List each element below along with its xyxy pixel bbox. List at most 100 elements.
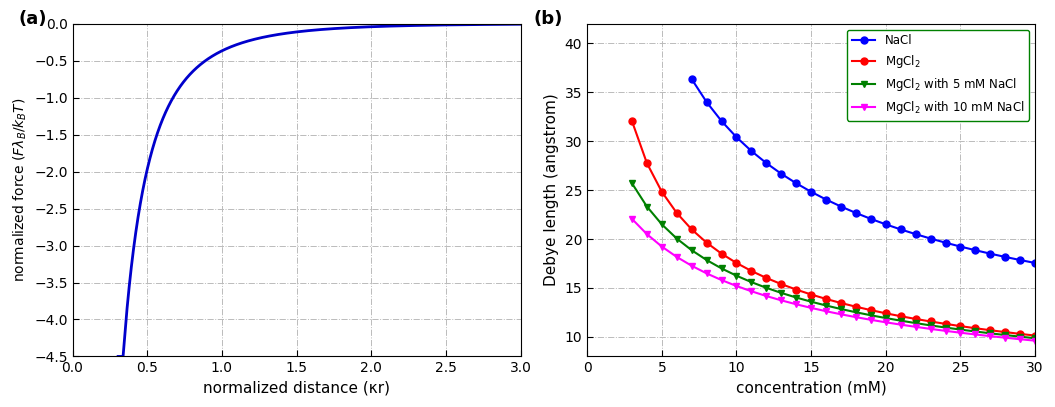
MgCl$_2$ with 5 mM NaCl	[835, 306, 847, 311]
MgCl$_2$ with 10 mM NaCl	[745, 289, 757, 294]
Text: (b): (b)	[534, 10, 562, 28]
MgCl$_2$	[820, 297, 832, 302]
MgCl$_2$	[790, 287, 803, 292]
MgCl$_2$	[895, 314, 907, 319]
MgCl$_2$	[849, 304, 862, 309]
MgCl$_2$ with 10 mM NaCl	[686, 263, 698, 268]
MgCl$_2$	[999, 330, 1012, 335]
MgCl$_2$ with 5 mM NaCl	[686, 248, 698, 253]
MgCl$_2$ with 10 mM NaCl	[984, 334, 997, 339]
MgCl$_2$ with 10 mM NaCl	[715, 278, 728, 282]
NaCl	[790, 181, 803, 186]
MgCl$_2$ with 5 mM NaCl	[805, 299, 818, 304]
MgCl$_2$ with 5 mM NaCl	[655, 222, 668, 227]
MgCl$_2$	[670, 210, 683, 215]
MgCl$_2$	[880, 311, 893, 316]
MgCl$_2$ with 5 mM NaCl	[715, 266, 728, 271]
MgCl$_2$	[745, 269, 757, 274]
MgCl$_2$ with 10 mM NaCl	[849, 315, 862, 319]
MgCl$_2$ with 10 mM NaCl	[805, 305, 818, 310]
NaCl	[715, 119, 728, 124]
NaCl	[970, 248, 982, 253]
MgCl$_2$ with 10 mM NaCl	[895, 322, 907, 327]
NaCl	[954, 244, 966, 249]
MgCl$_2$ with 5 mM NaCl	[939, 325, 952, 330]
MgCl$_2$	[730, 260, 743, 265]
NaCl	[1029, 260, 1041, 265]
MgCl$_2$	[1029, 333, 1041, 338]
MgCl$_2$ with 10 mM NaCl	[864, 317, 877, 322]
MgCl$_2$ with 5 mM NaCl	[626, 181, 638, 186]
MgCl$_2$ with 10 mM NaCl	[670, 254, 683, 259]
Line: MgCl$_2$ with 10 mM NaCl: MgCl$_2$ with 10 mM NaCl	[629, 215, 1038, 344]
MgCl$_2$ with 10 mM NaCl	[939, 328, 952, 333]
NaCl	[701, 100, 713, 105]
MgCl$_2$ with 10 mM NaCl	[640, 232, 653, 236]
MgCl$_2$ with 5 mM NaCl	[880, 315, 893, 320]
MgCl$_2$	[701, 240, 713, 245]
MgCl$_2$ with 10 mM NaCl	[970, 332, 982, 337]
MgCl$_2$ with 10 mM NaCl	[835, 312, 847, 317]
MgCl$_2$ with 5 mM NaCl	[970, 329, 982, 334]
NaCl	[849, 210, 862, 215]
NaCl	[745, 149, 757, 153]
MgCl$_2$	[954, 324, 966, 328]
NaCl	[686, 77, 698, 81]
MgCl$_2$	[640, 161, 653, 166]
MgCl$_2$	[805, 292, 818, 297]
MgCl$_2$	[909, 317, 922, 322]
MgCl$_2$ with 5 mM NaCl	[864, 313, 877, 318]
NaCl	[730, 135, 743, 140]
MgCl$_2$ with 5 mM NaCl	[670, 236, 683, 241]
NaCl	[760, 161, 772, 166]
MgCl$_2$ with 10 mM NaCl	[999, 335, 1012, 340]
MgCl$_2$	[760, 276, 772, 280]
MgCl$_2$ with 10 mM NaCl	[626, 217, 638, 221]
MgCl$_2$ with 10 mM NaCl	[701, 271, 713, 276]
MgCl$_2$ with 5 mM NaCl	[909, 321, 922, 326]
MgCl$_2$	[655, 189, 668, 194]
MgCl$_2$ with 5 mM NaCl	[640, 204, 653, 209]
NaCl	[895, 227, 907, 232]
MgCl$_2$ with 5 mM NaCl	[760, 285, 772, 290]
MgCl$_2$ with 5 mM NaCl	[924, 323, 937, 328]
NaCl	[775, 171, 788, 176]
Text: (a): (a)	[19, 10, 47, 28]
MgCl$_2$ with 5 mM NaCl	[730, 273, 743, 278]
MgCl$_2$	[626, 119, 638, 124]
MgCl$_2$	[924, 319, 937, 324]
MgCl$_2$ with 5 mM NaCl	[701, 258, 713, 263]
MgCl$_2$ with 5 mM NaCl	[745, 280, 757, 284]
Y-axis label: normalized force ($F\lambda_B/k_BT$): normalized force ($F\lambda_B/k_BT$)	[12, 98, 28, 282]
MgCl$_2$	[1014, 331, 1027, 336]
MgCl$_2$ with 5 mM NaCl	[954, 327, 966, 332]
MgCl$_2$ with 5 mM NaCl	[820, 303, 832, 308]
NaCl	[835, 204, 847, 209]
MgCl$_2$	[939, 322, 952, 326]
MgCl$_2$ with 10 mM NaCl	[1014, 337, 1027, 342]
NaCl	[984, 251, 997, 256]
MgCl$_2$	[984, 328, 997, 333]
Y-axis label: Debye length (angstrom): Debye length (angstrom)	[544, 94, 559, 287]
MgCl$_2$ with 10 mM NaCl	[820, 309, 832, 314]
MgCl$_2$	[864, 308, 877, 313]
MgCl$_2$ with 10 mM NaCl	[954, 330, 966, 335]
Legend: NaCl, MgCl$_2$, MgCl$_2$ with 5 mM NaCl, MgCl$_2$ with 10 mM NaCl: NaCl, MgCl$_2$, MgCl$_2$ with 5 mM NaCl,…	[847, 30, 1030, 121]
MgCl$_2$ with 10 mM NaCl	[909, 324, 922, 329]
MgCl$_2$ with 10 mM NaCl	[730, 284, 743, 289]
MgCl$_2$ with 10 mM NaCl	[1029, 338, 1041, 343]
MgCl$_2$	[715, 251, 728, 256]
MgCl$_2$ with 5 mM NaCl	[984, 331, 997, 336]
MgCl$_2$ with 10 mM NaCl	[760, 293, 772, 298]
Line: MgCl$_2$: MgCl$_2$	[629, 118, 1038, 339]
MgCl$_2$ with 5 mM NaCl	[790, 295, 803, 300]
MgCl$_2$	[970, 326, 982, 330]
NaCl	[864, 217, 877, 221]
NaCl	[820, 197, 832, 202]
NaCl	[999, 254, 1012, 259]
NaCl	[880, 222, 893, 227]
NaCl	[805, 189, 818, 194]
X-axis label: normalized distance (κr): normalized distance (κr)	[203, 381, 390, 396]
MgCl$_2$ with 10 mM NaCl	[880, 320, 893, 325]
MgCl$_2$ with 10 mM NaCl	[790, 302, 803, 307]
